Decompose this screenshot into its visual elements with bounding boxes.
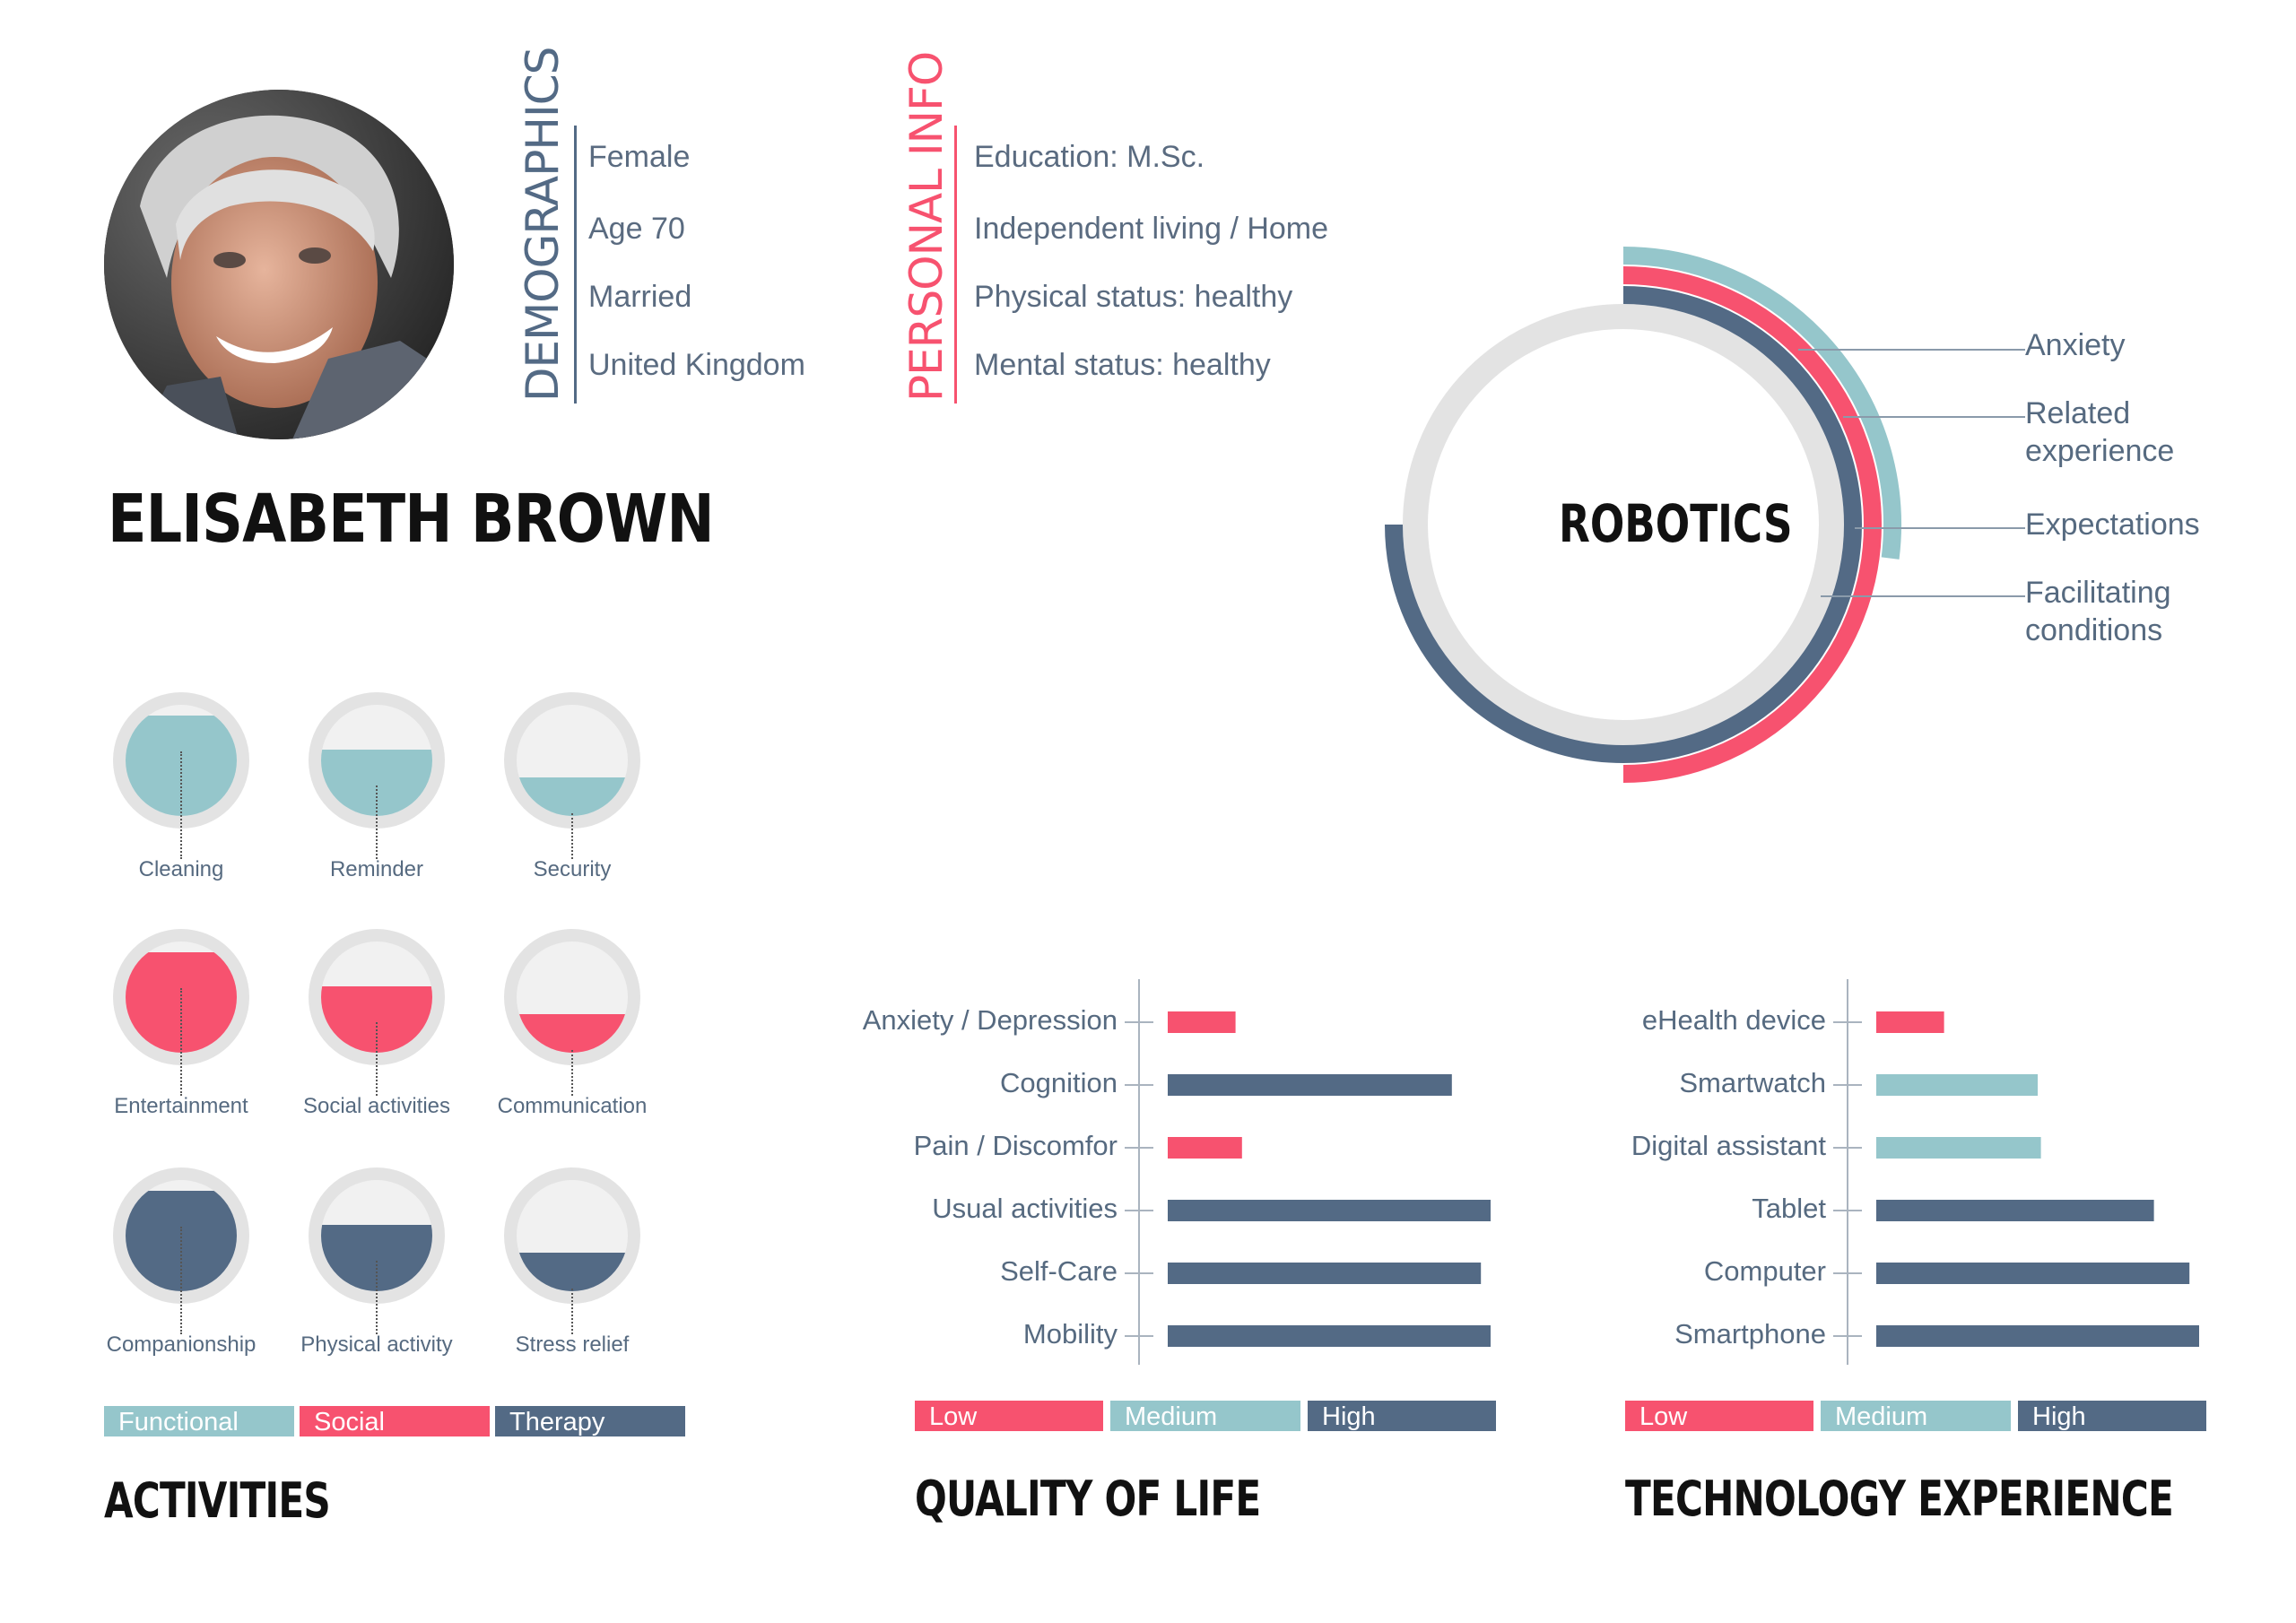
activity-label: Entertainment (114, 1094, 248, 1118)
robotics-arc-expectations (1385, 286, 1862, 763)
chart-bar (1168, 1263, 1482, 1284)
profile-name: ELISABETH BROWN (108, 481, 715, 558)
robotics-label-expectations: Expectations (2025, 508, 2200, 542)
activity-label: Social activities (302, 1094, 451, 1118)
personal-info-education: Education: M.Sc. (974, 140, 1205, 174)
robotics-label-related-experience: Related experience (2025, 396, 2175, 468)
activity-bubble (309, 1167, 445, 1334)
chart-bar (1876, 1325, 2199, 1347)
technology-experience-title: TECHNOLOGY EXPERIENCE (1625, 1471, 2174, 1527)
chart-category-label: Computer (1703, 1255, 1826, 1287)
chart-category-label: Smartphone (1674, 1318, 1826, 1350)
chart-category-label: Smartwatch (1679, 1067, 1826, 1098)
activity-bubble (504, 692, 640, 859)
qol-legend-medium: Medium (1110, 1401, 1300, 1431)
activity-bubble-inner (517, 705, 628, 816)
profile-photo (104, 90, 454, 439)
demographics-marital-status: Married (588, 280, 692, 314)
activities-legend-social: Social (300, 1406, 490, 1436)
robotics-facilitating-conditions-ring (1403, 304, 1844, 745)
activities-legend-functional: Functional (104, 1406, 294, 1436)
activity-label: Reminder (329, 857, 424, 881)
activity-level-fill (517, 1013, 628, 1053)
activity-dotted-line (376, 1021, 378, 1096)
chart-bar (1168, 1200, 1491, 1221)
chart-category-label: Cognition (1000, 1067, 1118, 1098)
quality-of-life-title: QUALITY OF LIFE (915, 1471, 1261, 1527)
chart-category-label: Digital assistant (1631, 1130, 1826, 1161)
activity-level-fill (517, 1252, 628, 1291)
personal-info-divider (954, 126, 957, 404)
activity-bubble-inner (517, 942, 628, 1053)
robotics-arc-anxiety (1622, 247, 1901, 560)
activity-label: Stress relief (515, 1332, 630, 1357)
personal-info-heading: PERSONAL INFO (900, 51, 952, 402)
demographics-divider (574, 126, 577, 404)
chart-bar (1168, 1011, 1236, 1033)
activity-bubble (309, 929, 445, 1096)
qol-legend-high: High (1308, 1401, 1496, 1431)
activities-legend-therapy: Therapy (495, 1406, 685, 1436)
chart-category-label: eHealth device (1641, 1004, 1826, 1036)
chart-bar (1876, 1011, 1944, 1033)
chart-category-label: Pain / Discomfor (913, 1130, 1118, 1161)
activities-title: ACTIVITIES (104, 1472, 331, 1529)
activity-dotted-line (376, 1260, 378, 1334)
activity-dotted-line (376, 785, 378, 859)
personal-info-mental-status: Mental status: healthy (974, 348, 1271, 382)
chart-bar (1876, 1263, 2190, 1284)
activity-dotted-line (180, 751, 182, 859)
robotics-label-facilitating-conditions: Facilitating conditions (2025, 576, 2171, 647)
robotics-label-anxiety: Anxiety (2025, 328, 2126, 362)
robotics-arc-related-experience (1622, 266, 1882, 783)
demographics-age: Age 70 (588, 212, 685, 246)
activity-bubble (504, 929, 640, 1096)
qol-legend-low: Low (915, 1401, 1103, 1431)
activity-label: Cleaning (138, 857, 224, 881)
tech-legend-low: Low (1625, 1401, 1813, 1431)
activity-level-fill (517, 777, 628, 816)
chart-bar (1876, 1137, 2041, 1159)
activity-bubble (113, 929, 249, 1096)
activity-dotted-line (571, 812, 573, 859)
activity-dotted-line (571, 1288, 573, 1334)
activity-label: Security (533, 857, 612, 881)
demographics-gender: Female (588, 140, 691, 174)
chart-bar (1876, 1200, 2154, 1221)
technology-experience-chart (1833, 979, 2199, 1365)
activity-bubble (504, 1167, 640, 1334)
personal-info-physical-status: Physical status: healthy (974, 280, 1293, 314)
activity-dotted-line (180, 1227, 182, 1334)
activity-dotted-line (180, 988, 182, 1096)
portrait-illustration (104, 90, 454, 439)
activity-bubble (113, 692, 249, 859)
personal-info-living: Independent living / Home (974, 212, 1329, 246)
chart-category-label: Anxiety / Depression (862, 1004, 1118, 1036)
chart-category-label: Self-Care (1000, 1255, 1118, 1287)
chart-bar (1168, 1325, 1491, 1347)
robotics-ring-chart (1385, 247, 2025, 783)
demographics-country: United Kingdom (588, 348, 805, 382)
tech-legend-medium: Medium (1821, 1401, 2011, 1431)
quality-of-life-chart (1125, 979, 1491, 1365)
activity-label: Companionship (106, 1332, 257, 1357)
robotics-center-label: ROBOTICS (1559, 493, 1793, 554)
tech-legend-high: High (2018, 1401, 2206, 1431)
chart-category-label: Tablet (1752, 1193, 1826, 1224)
activity-label: Communication (497, 1094, 648, 1118)
activity-bubble (113, 1167, 249, 1334)
activity-bubble-inner (517, 1180, 628, 1291)
activity-label: Physical activity (300, 1332, 453, 1357)
chart-category-label: Mobility (1022, 1318, 1118, 1350)
activity-dotted-line (571, 1049, 573, 1096)
demographics-heading: DEMOGRAPHICS (517, 47, 569, 402)
chart-bar (1168, 1074, 1452, 1096)
chart-bar (1168, 1137, 1242, 1159)
chart-category-label: Usual activities (932, 1193, 1118, 1224)
activity-bubble (309, 692, 445, 859)
chart-bar (1876, 1074, 2038, 1096)
